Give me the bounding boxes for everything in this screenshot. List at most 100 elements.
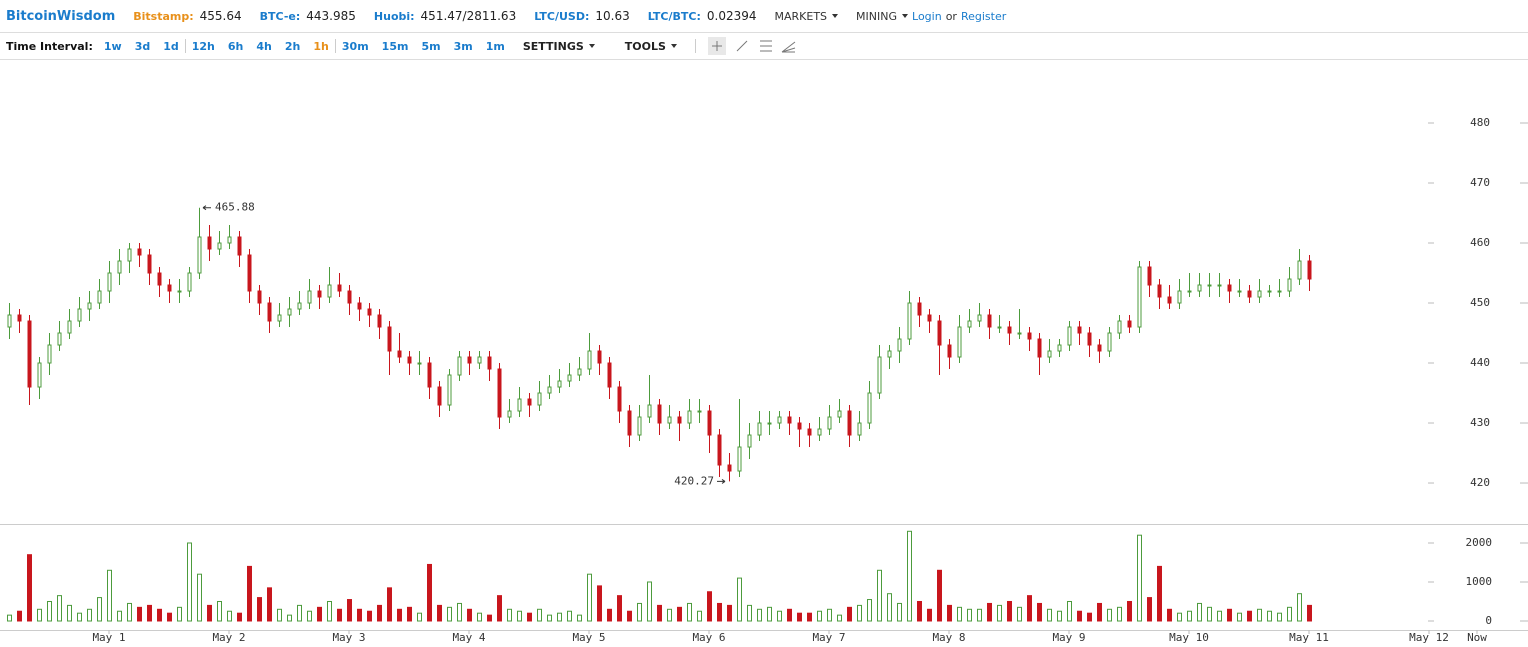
volume-bar: [767, 606, 772, 622]
candle-body: [687, 410, 692, 424]
volume-bar: [457, 602, 462, 622]
volume-bar: [867, 599, 872, 622]
interval-button[interactable]: 5m: [421, 39, 441, 53]
tools-menu[interactable]: TOOLS: [625, 40, 677, 53]
interval-button[interactable]: 12h: [191, 39, 215, 53]
candle-body: [867, 392, 872, 424]
candle-body: [767, 422, 772, 425]
hline-tool[interactable]: [759, 40, 772, 52]
candle-body: [57, 332, 62, 346]
x-tick-label: May 8: [932, 631, 965, 644]
x-tick-label: May 5: [572, 631, 605, 644]
volume-bar: [477, 612, 482, 622]
candle-body: [237, 236, 242, 256]
interval-button[interactable]: 3d: [134, 39, 151, 53]
settings-menu[interactable]: SETTINGS: [523, 40, 595, 53]
candle-body: [1047, 350, 1052, 358]
volume-bar: [677, 606, 682, 622]
candle-body: [307, 290, 312, 304]
volume-bar: [557, 612, 562, 622]
volume-bar: [117, 610, 122, 622]
candle-body: [347, 290, 352, 304]
brand[interactable]: BitcoinWisdom: [6, 8, 116, 24]
y-tick-label: 420: [1470, 476, 1490, 489]
fan-tool[interactable]: [781, 41, 796, 53]
volume-bar: [1167, 608, 1172, 622]
candle-body: [47, 344, 52, 364]
volume-bar: [1287, 606, 1292, 622]
volume-bar: [157, 608, 162, 622]
candle-body: [437, 386, 442, 406]
interval-button[interactable]: 6h: [227, 39, 244, 53]
candle-body: [707, 410, 712, 436]
login-link[interactable]: Login: [912, 9, 942, 23]
menu[interactable]: MINING: [856, 10, 908, 23]
volume-bar: [817, 610, 822, 622]
volume-bar: [1007, 600, 1012, 622]
candle-body: [167, 284, 172, 292]
volume-bar: [227, 610, 232, 622]
candle-body: [267, 302, 272, 322]
candle-body: [1027, 332, 1032, 340]
interval-button[interactable]: 1d: [163, 39, 179, 53]
x-tick-label: May 1: [92, 631, 125, 644]
volume-bar: [367, 610, 372, 622]
candle-body: [77, 308, 82, 322]
candle-body: [467, 356, 472, 364]
volume-bar: [1027, 595, 1032, 622]
line-tool[interactable]: [736, 40, 748, 52]
candle-body: [547, 386, 552, 394]
x-tick-label: May 4: [452, 631, 485, 644]
candle-body: [807, 428, 812, 436]
volume-bar: [67, 604, 72, 622]
candle-body: [597, 350, 602, 364]
interval-button[interactable]: 30m: [341, 39, 369, 53]
candle-body: [427, 362, 432, 388]
candle-body: [587, 350, 592, 370]
candle-body: [377, 314, 382, 328]
volume-bar: [687, 602, 692, 622]
menu[interactable]: MARKETS: [775, 10, 839, 23]
volume-bar: [907, 530, 912, 622]
volume-bar: [257, 597, 262, 622]
quote-label[interactable]: LTC/BTC:: [647, 9, 701, 23]
quote-label[interactable]: Huobi:: [373, 9, 415, 23]
candle-body: [987, 314, 992, 328]
volume-bar: [1137, 534, 1142, 622]
volume-bar: [917, 600, 922, 622]
candle-body: [37, 362, 42, 388]
candle-body: [187, 272, 192, 292]
interval-button[interactable]: 4h: [256, 39, 272, 53]
candle-body: [847, 410, 852, 436]
candle-body: [247, 254, 252, 292]
interval-button[interactable]: 1w: [103, 39, 122, 53]
candle-body: [1167, 296, 1172, 304]
candle-body: [127, 248, 132, 262]
candle-body: [257, 290, 262, 304]
interval-button[interactable]: 2h: [284, 39, 301, 53]
candle-body: [577, 368, 582, 376]
volume-bar: [237, 612, 242, 622]
quote-label[interactable]: Bitstamp:: [133, 9, 194, 23]
candle-body: [27, 320, 32, 388]
quote-label[interactable]: LTC/USD:: [534, 9, 590, 23]
candle-body: [517, 398, 522, 412]
candle-body: [1207, 284, 1212, 287]
volume-bar: [127, 602, 132, 622]
candle-body: [1297, 260, 1302, 280]
interval-button[interactable]: 1m: [485, 39, 505, 53]
separator: [184, 39, 186, 53]
volume-bar: [647, 581, 652, 622]
candle-body: [1007, 326, 1012, 334]
candle-body: [1107, 332, 1112, 352]
candle-body: [697, 410, 702, 413]
interval-button[interactable]: 1h: [313, 39, 329, 53]
quote-label[interactable]: BTC-e:: [259, 9, 301, 23]
drawing-tools: [707, 37, 796, 55]
volume-bar: [747, 604, 752, 622]
interval-button[interactable]: 15m: [381, 39, 409, 53]
register-link[interactable]: Register: [960, 9, 1007, 23]
candle-body: [717, 434, 722, 466]
interval-button[interactable]: 3m: [453, 39, 473, 53]
